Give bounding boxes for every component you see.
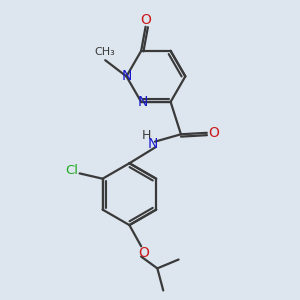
Text: Cl: Cl <box>65 164 78 177</box>
Text: O: O <box>140 13 151 27</box>
Text: O: O <box>208 126 219 140</box>
Text: N: N <box>137 95 148 109</box>
Text: O: O <box>138 246 149 260</box>
Text: CH₃: CH₃ <box>95 47 116 57</box>
Text: N: N <box>121 69 132 83</box>
Text: H: H <box>142 129 152 142</box>
Text: N: N <box>148 137 158 151</box>
